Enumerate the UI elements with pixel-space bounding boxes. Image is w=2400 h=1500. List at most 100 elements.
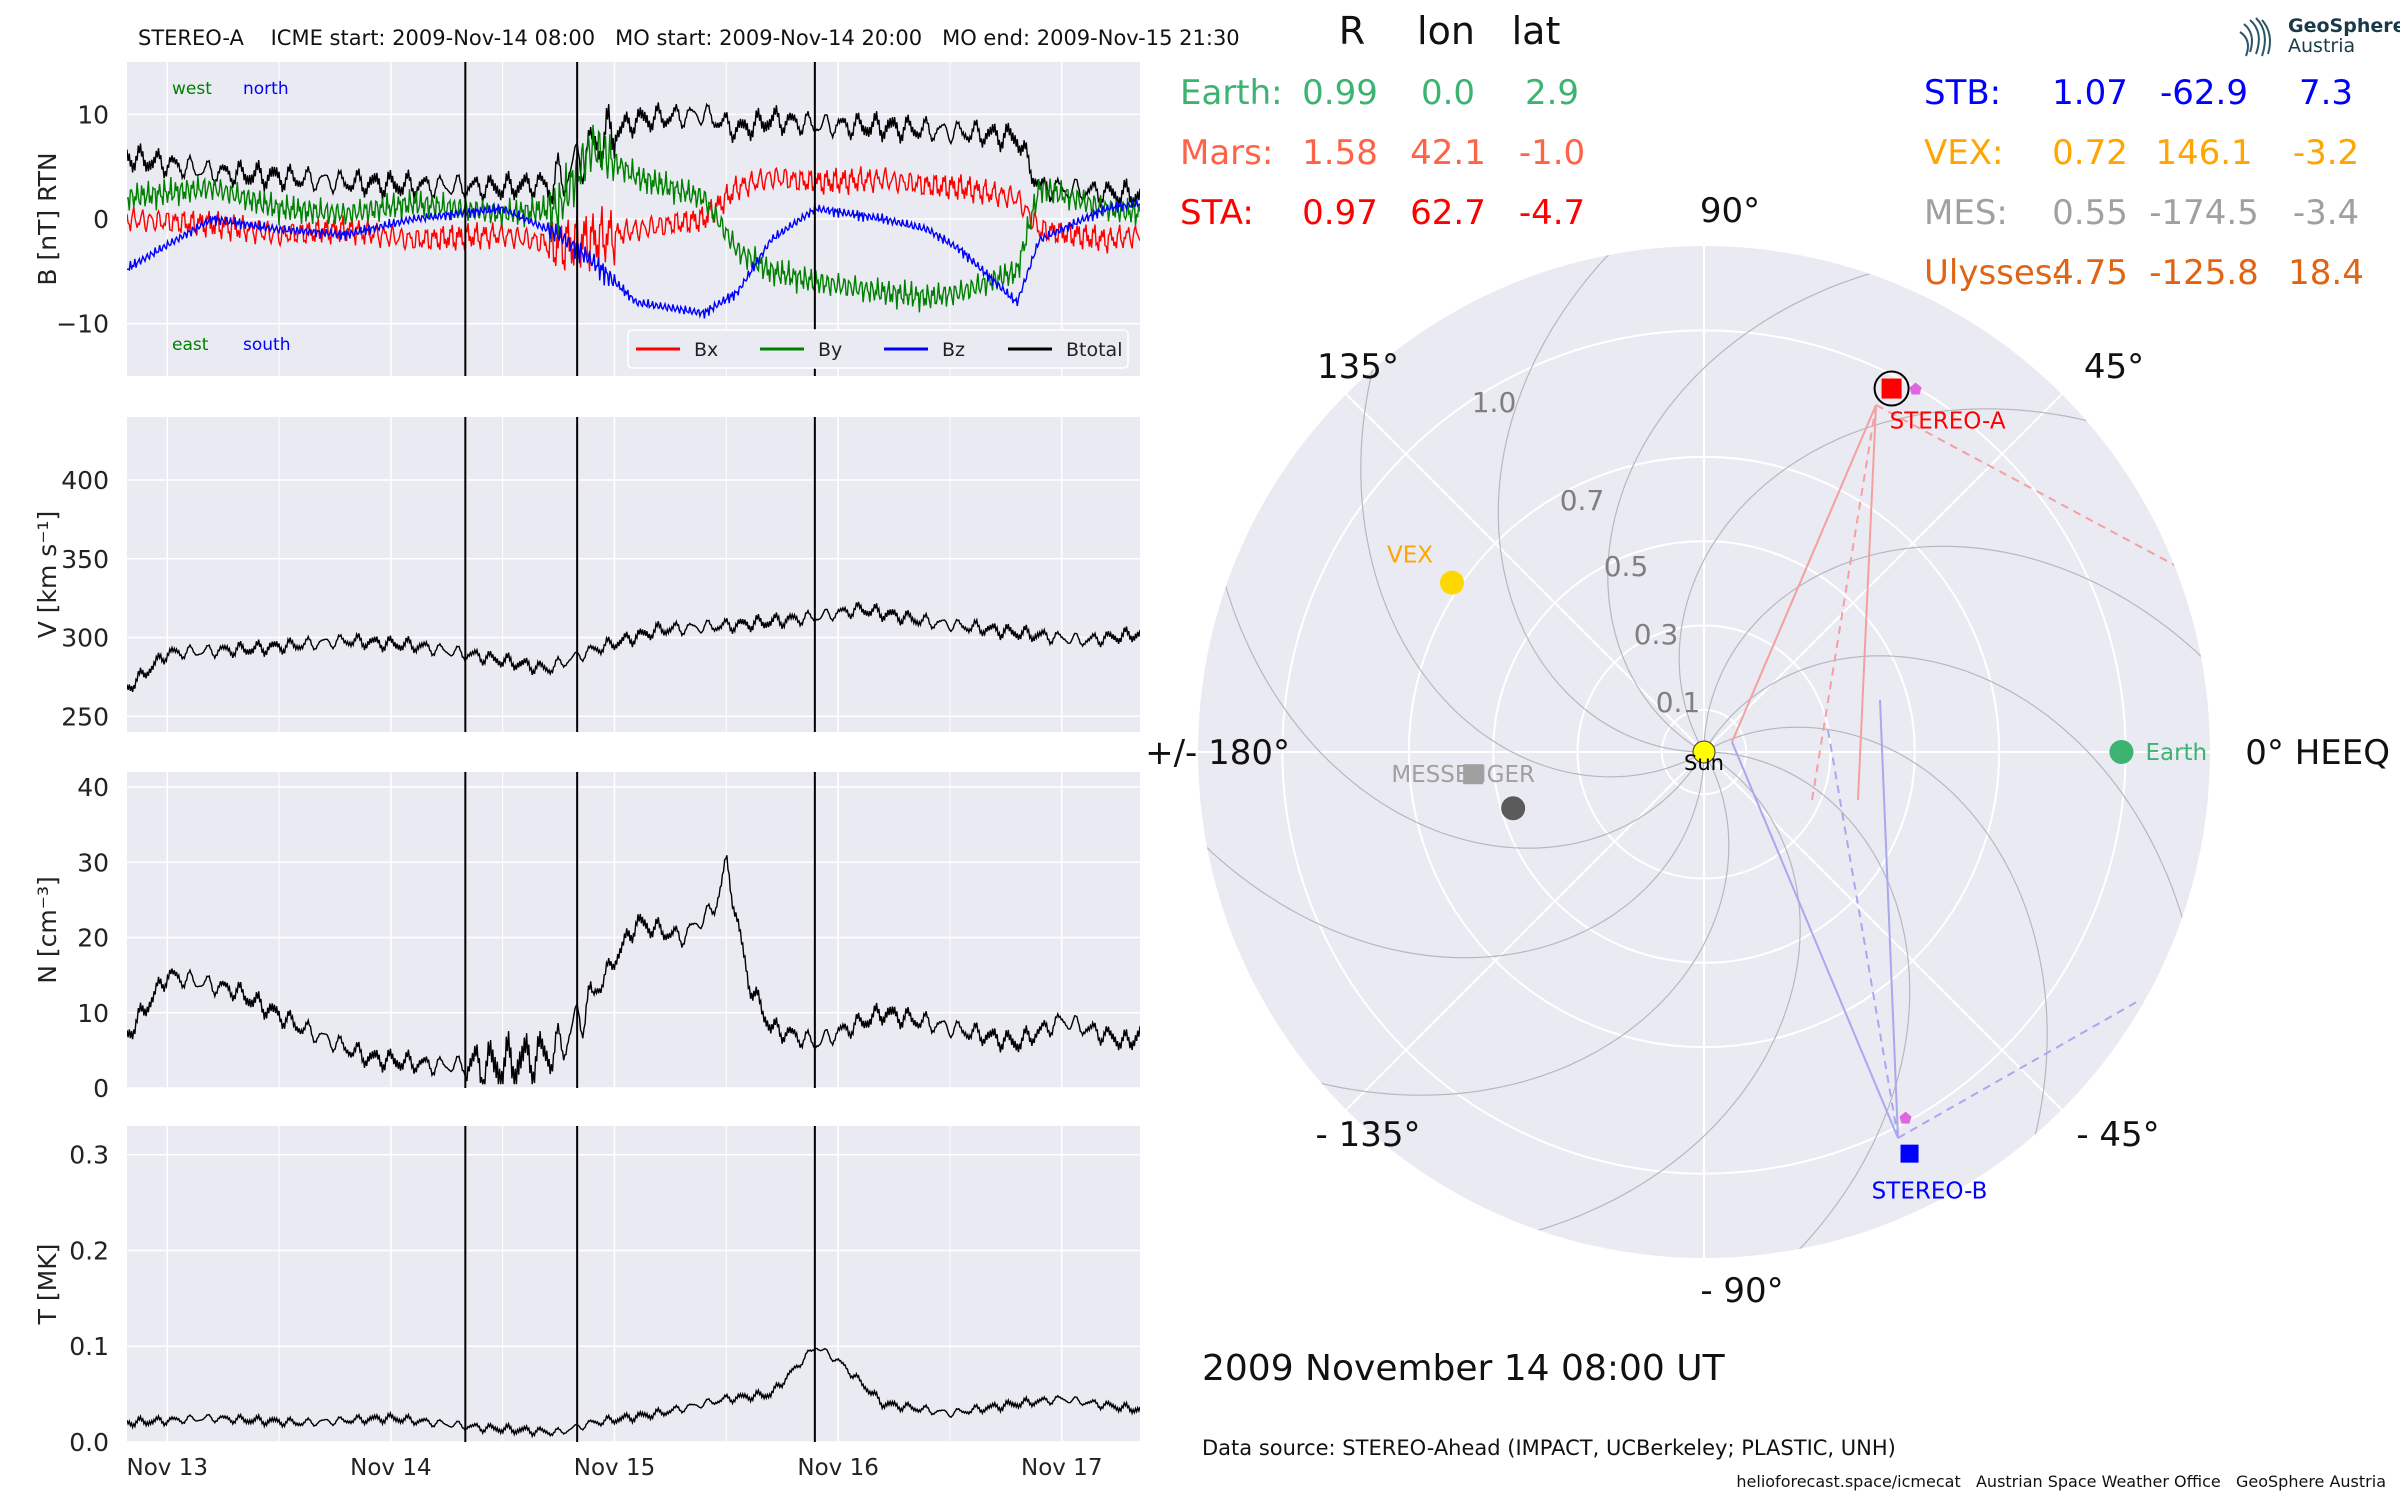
table-row-lon: -125.8 bbox=[2149, 253, 2259, 293]
panel-background bbox=[127, 1126, 1140, 1442]
trajectory-line bbox=[1875, 404, 2181, 569]
y-tick-label: 300 bbox=[61, 624, 109, 653]
table-row-lat: 2.9 bbox=[1525, 73, 1579, 113]
geosphere-logo: GeoSphere Austria bbox=[2236, 14, 2400, 64]
trajectory-line bbox=[1857, 404, 1877, 801]
messenger-marker bbox=[1463, 764, 1484, 785]
spiral-line bbox=[1204, 436, 1705, 849]
table-row-lon: 0.0 bbox=[1421, 73, 1475, 113]
angle-label: - 45° bbox=[2076, 1115, 2159, 1155]
y-tick-label: 30 bbox=[77, 848, 109, 877]
y-axis-label: V [km s⁻¹] bbox=[33, 511, 62, 639]
x-tick-label: Nov 14 bbox=[350, 1455, 431, 1481]
radial-tick-label: 1.0 bbox=[1472, 386, 1517, 419]
table-header: R bbox=[1339, 9, 1365, 53]
radial-tick-label: 0.1 bbox=[1656, 686, 1701, 719]
x-tick-label: Nov 16 bbox=[797, 1455, 878, 1481]
panel-density: 0 10 20 30 40 N [cm⁻³] bbox=[33, 772, 1175, 1103]
radial-tick-label: 0.5 bbox=[1604, 550, 1649, 583]
table-row-name: MES: bbox=[1924, 193, 2008, 233]
table-row-r: 0.97 bbox=[1302, 193, 1378, 233]
spiral-line bbox=[1388, 751, 1801, 1252]
radial-tick-label: 0.7 bbox=[1560, 484, 1605, 517]
date-label: 2009 November 14 08:00 UT bbox=[1202, 1348, 1725, 1389]
table-row-lat: -3.4 bbox=[2293, 193, 2359, 233]
sun-marker bbox=[1692, 740, 1716, 764]
legend-label: Btotal bbox=[1066, 339, 1122, 361]
angular-grid-line bbox=[1345, 393, 1705, 753]
spiral-line bbox=[1680, 751, 1911, 1258]
angular-grid-line bbox=[1703, 751, 2063, 1111]
table-row-lon: 42.1 bbox=[1410, 133, 1486, 173]
panel-background bbox=[127, 417, 1140, 732]
sta-marker bbox=[1881, 378, 1902, 399]
table-row-r: 1.58 bbox=[1302, 133, 1378, 173]
earth-label: Earth bbox=[2145, 740, 2207, 766]
trajectory-line bbox=[1811, 404, 1877, 801]
polar-plot: 0.1 0.3 0.5 0.7 1.0 90° 45° 0° HEEQ - 45° - 90° - … bbox=[1145, 191, 2390, 1311]
table-row-name: Mars: bbox=[1180, 133, 1273, 173]
y-tick-label: 10 bbox=[77, 999, 109, 1028]
y-tick-label: 0.0 bbox=[69, 1428, 109, 1457]
angular-grid-line bbox=[1703, 393, 2063, 753]
angle-label: - 135° bbox=[1316, 1115, 1421, 1155]
x-tick-label: Nov 13 bbox=[127, 1455, 208, 1481]
y-tick-label: 0 bbox=[93, 1074, 109, 1103]
angle-label: 0° HEEQ bbox=[2245, 733, 2390, 773]
spiral-line bbox=[1198, 751, 1730, 1096]
annotation-east: east bbox=[172, 335, 209, 355]
table-row-r: 0.99 bbox=[1302, 73, 1378, 113]
parker-spirals bbox=[1198, 246, 2210, 1258]
messenger-label: MESSENGER bbox=[1391, 762, 1535, 788]
table-row-lon: 62.7 bbox=[1410, 193, 1486, 233]
y-axis-label: B [nT] RTN bbox=[33, 152, 62, 285]
series-bx bbox=[127, 166, 1140, 272]
spiral-line bbox=[1360, 246, 1705, 778]
panel-temperature: 0.0 0.1 0.2 0.3 T [MK] Nov 13 Nov 14 Nov 15 Nov … bbox=[33, 1126, 1175, 1481]
table-row-r: 0.72 bbox=[2052, 133, 2128, 173]
spiral-line bbox=[1703, 545, 2210, 776]
legend-label: By bbox=[818, 339, 842, 361]
table-row-lon: 146.1 bbox=[2155, 133, 2252, 173]
sta-pentagon bbox=[1909, 382, 1922, 395]
timeseries-panels: −10 0 10 B [nT] RTN west north east south Bx By Bz… bbox=[33, 62, 1175, 1481]
y-tick-label: −10 bbox=[56, 310, 109, 339]
y-tick-label: 0 bbox=[93, 205, 109, 234]
y-tick-label: 350 bbox=[61, 545, 109, 574]
spiral-line bbox=[1497, 246, 1728, 753]
table-row-lat: -1.0 bbox=[1519, 133, 1585, 173]
footer-credits: helioforecast.space/icmecat Austrian Spa… bbox=[1736, 1472, 2386, 1491]
sta-label: STEREO-A bbox=[1890, 409, 2006, 435]
y-tick-label: 0.1 bbox=[69, 1332, 109, 1361]
trajectory-lines bbox=[1731, 404, 2181, 1139]
x-tick-label: Nov 17 bbox=[1021, 1455, 1102, 1481]
table-header: lat bbox=[1512, 9, 1561, 53]
y-tick-label: 400 bbox=[61, 466, 109, 495]
stb-marker bbox=[1900, 1144, 1919, 1163]
trajectory-line bbox=[1879, 699, 1899, 1139]
spiral-line bbox=[1198, 728, 1705, 959]
mercury-marker bbox=[1501, 796, 1526, 821]
icme-start: ICME start: 2009-Nov-14 08:00 bbox=[270, 26, 596, 50]
table-row-lat: -4.7 bbox=[1519, 193, 1585, 233]
panel-magnetic_field: −10 0 10 B [nT] RTN west north east south Bx By Bz… bbox=[33, 62, 1175, 376]
series-n bbox=[127, 855, 1140, 1085]
table-row-name: STA: bbox=[1180, 193, 1254, 233]
angle-label: +/- 180° bbox=[1145, 733, 1290, 773]
y-tick-label: 40 bbox=[77, 773, 109, 802]
spiral-line bbox=[1678, 408, 2210, 753]
angle-label: - 90° bbox=[1700, 1271, 1783, 1311]
series-v bbox=[127, 601, 1140, 693]
trajectory-line bbox=[1731, 741, 1899, 1139]
y-axis-label: T [MK] bbox=[33, 1244, 62, 1326]
table-row-r: 0.55 bbox=[2052, 193, 2128, 233]
table-row-name: Earth: bbox=[1180, 73, 1283, 113]
logo-line-1: GeoSphere bbox=[2288, 15, 2400, 37]
table-row-r: 1.07 bbox=[2052, 73, 2128, 113]
stb-pentagon bbox=[1899, 1111, 1912, 1124]
geosphere-logo-icon bbox=[2239, 17, 2271, 57]
table-row-name: Ulysses: bbox=[1924, 253, 2064, 293]
table-row-r: 4.75 bbox=[2052, 253, 2128, 293]
angular-grid-line bbox=[1345, 751, 1705, 1111]
